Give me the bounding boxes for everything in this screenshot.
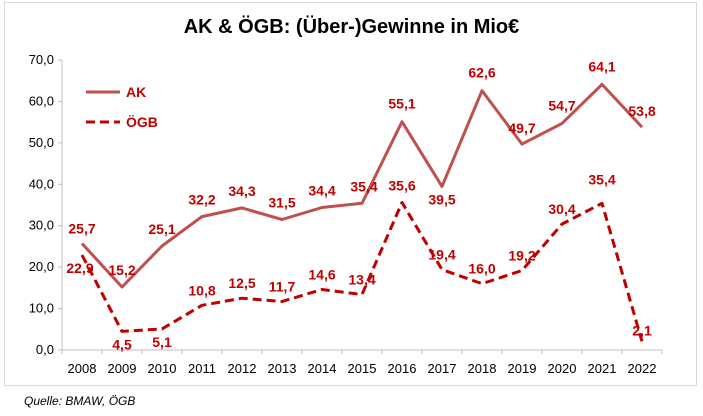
series-line-oegb [80,201,644,342]
data-label-ak: 25,7 [68,221,95,237]
data-label-ak: 54,7 [548,97,575,113]
y-tick-label: 50,0 [29,135,54,150]
y-tick-label: 40,0 [29,176,54,191]
data-label-ak: 55,1 [388,96,415,112]
y-tick-label: 30,0 [29,218,54,233]
data-label-ak: 32,2 [188,192,215,208]
y-tick-label: 70,0 [29,52,54,67]
x-tick-label: 2020 [548,361,577,376]
y-tick-label: 0,0 [36,342,54,357]
data-label-ak: 53,8 [628,103,655,119]
data-label-oegb: 5,1 [152,334,172,350]
data-label-oegb: 19,4 [428,247,455,263]
data-label-oegb: 14,6 [308,267,335,283]
data-label-oegb: 4,5 [112,336,132,352]
x-tick-label: 2010 [148,361,177,376]
data-label-oegb: 16,0 [468,261,495,277]
data-label-ak: 34,3 [228,183,255,199]
data-label-oegb: 30,4 [548,201,575,217]
data-label-ak: 34,4 [308,182,335,198]
data-label-oegb: 22,9 [66,260,93,276]
data-label-oegb: 10,8 [188,282,215,298]
x-tick-label: 2021 [588,361,617,376]
data-label-oegb: 35,4 [588,171,615,187]
data-label-ak: 39,5 [428,191,455,207]
data-label-oegb: 12,5 [228,275,255,291]
data-label-oegb: 2,1 [632,322,652,338]
y-tick-label: 60,0 [29,93,54,108]
x-tick-label: 2018 [468,361,497,376]
series-line-ak [80,82,644,289]
data-label-ak: 25,1 [148,221,175,237]
data-label-oegb: 13,4 [348,271,375,287]
x-tick-label: 2012 [228,361,257,376]
x-tick-label: 2017 [428,361,457,376]
data-label-ak: 49,7 [508,120,535,136]
y-tick-label: 20,0 [29,259,54,274]
data-label-ak: 64,1 [588,58,615,74]
source-note: Quelle: BMAW, ÖGB [24,394,136,408]
data-label-ak: 15,2 [108,262,135,278]
legend-label-ak: AK [126,84,146,100]
x-tick-label: 2008 [68,361,97,376]
x-tick-label: 2015 [348,361,377,376]
x-tick-label: 2013 [268,361,297,376]
data-label-oegb: 19,2 [508,247,535,263]
y-tick-label: 10,0 [29,301,54,316]
data-label-ak: 62,6 [468,65,495,81]
x-tick-label: 2014 [308,361,337,376]
x-tick-label: 2019 [508,361,537,376]
chart-title: AK & ÖGB: (Über-)Gewinne in Mio€ [183,16,520,38]
data-label-oegb: 35,6 [388,178,415,194]
data-label-ak: 35,4 [350,178,377,194]
chart-frame [4,2,697,386]
data-label-ak: 31,5 [268,195,295,211]
x-tick-label: 2011 [188,361,216,376]
data-label-oegb: 11,7 [269,279,296,295]
legend-label-oegb: ÖGB [126,114,158,130]
x-tick-label: 2022 [628,361,657,376]
x-tick-label: 2009 [108,361,137,376]
x-tick-label: 2016 [388,361,417,376]
